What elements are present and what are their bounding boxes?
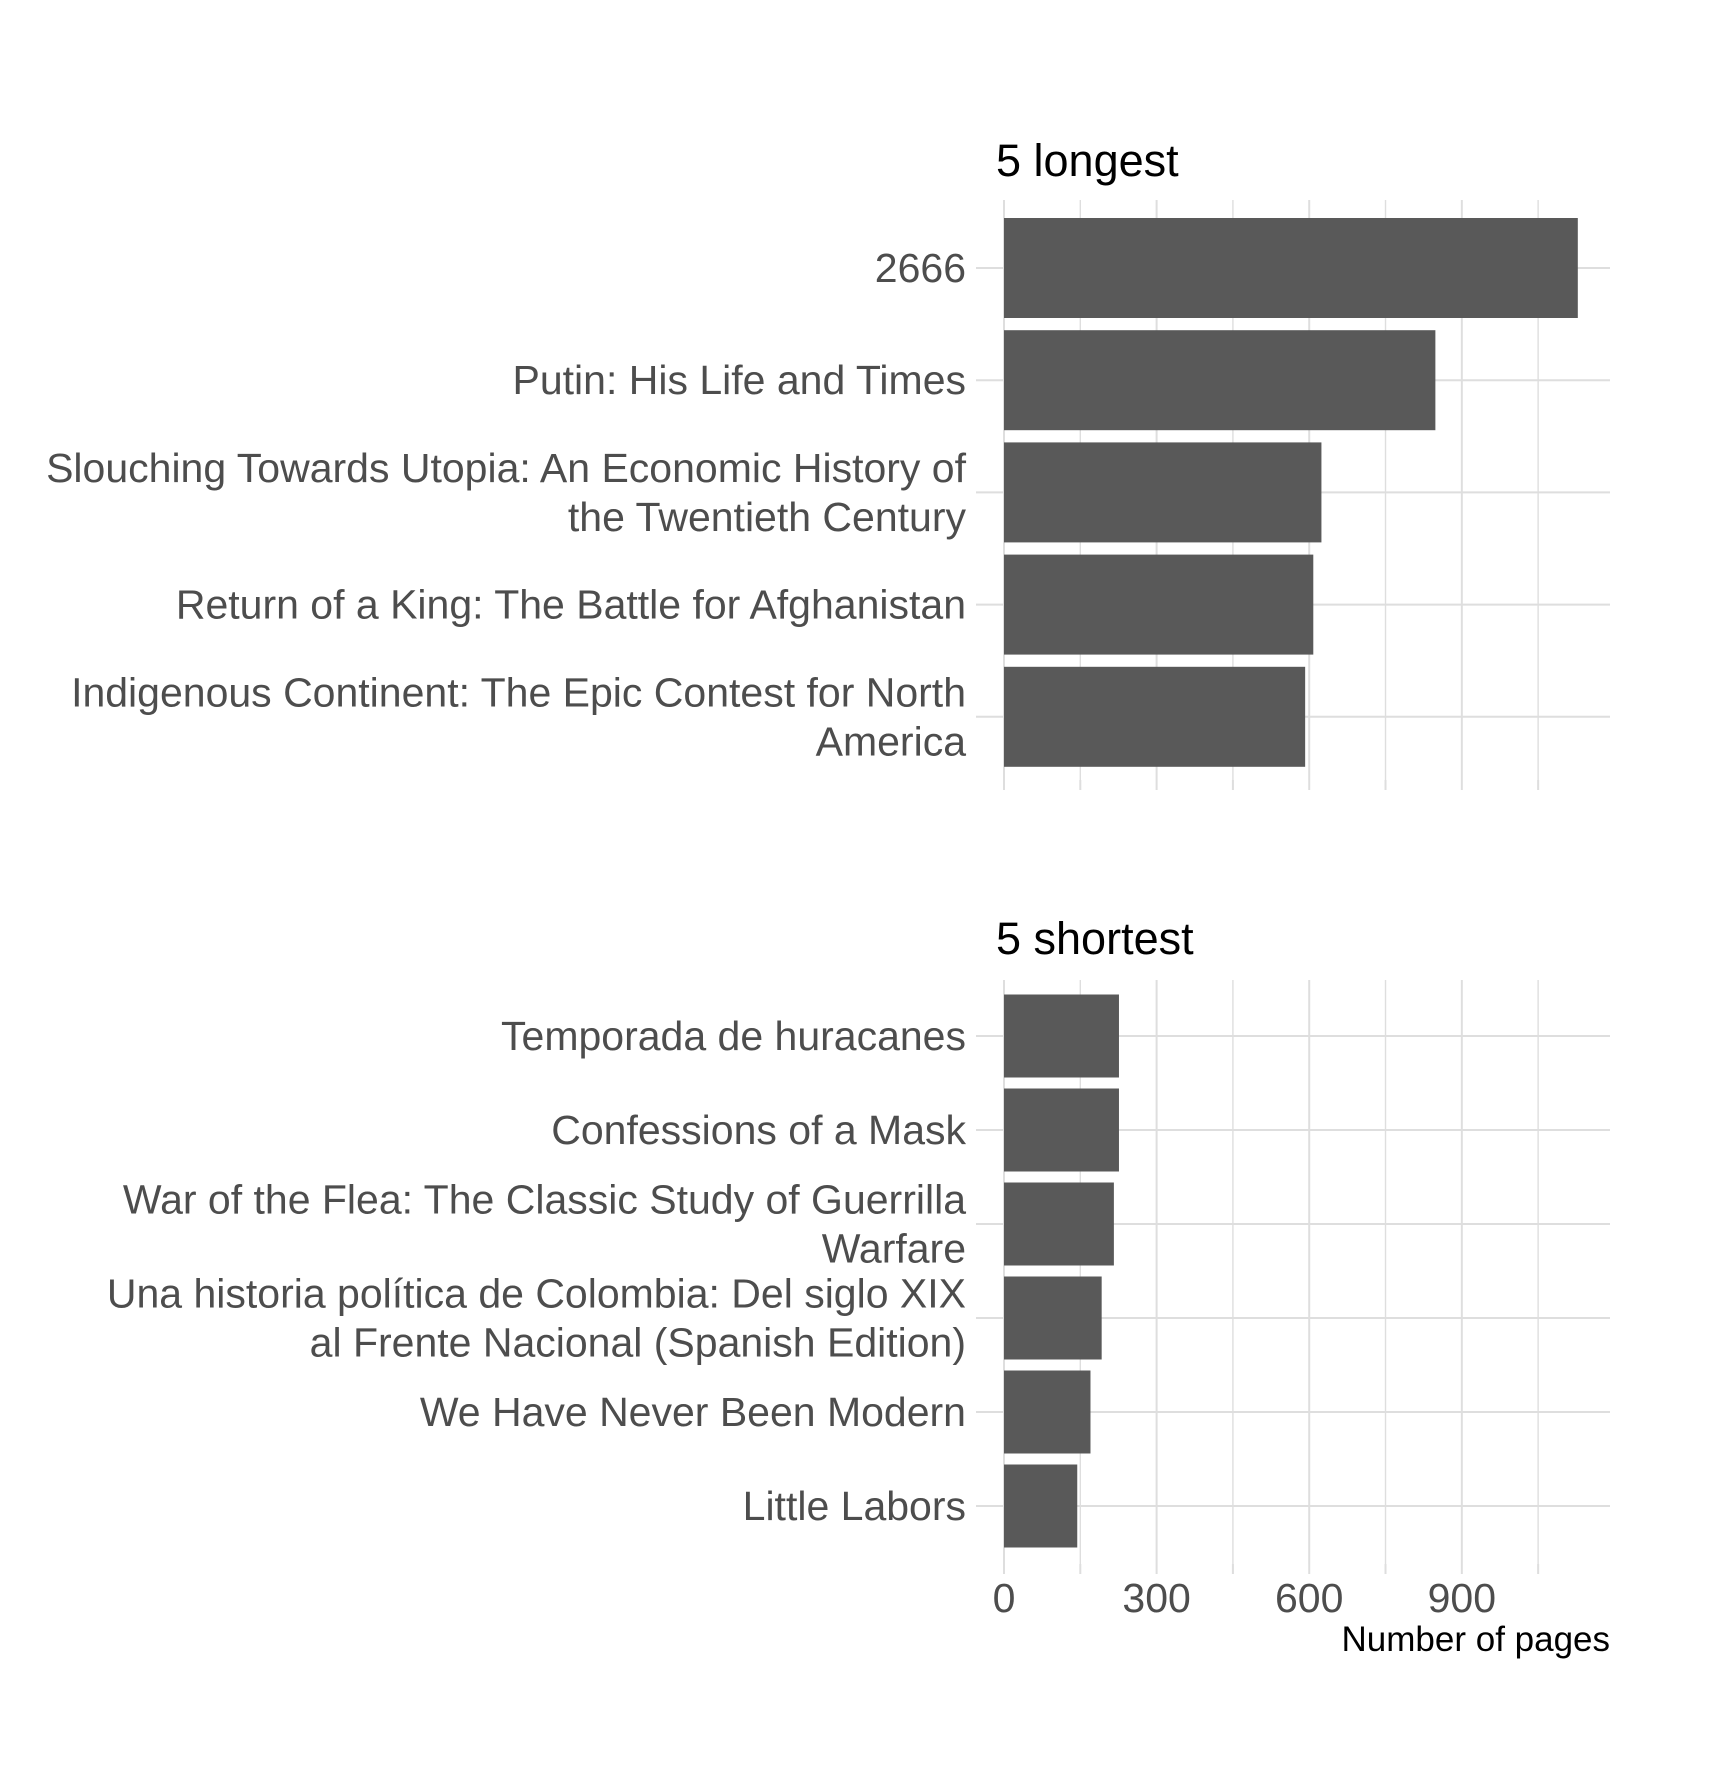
bar [1004,1182,1114,1266]
x-tick-label: 600 [1275,1575,1343,1621]
category-label: Putin: His Life and Times [513,357,966,403]
category-label: We Have Never Been Modern [420,1389,966,1435]
panel-title: 5 longest [996,135,1179,186]
bar [1004,554,1314,655]
category-label: 2666 [875,245,966,291]
x-axis-title: Number of pages [1342,1620,1610,1659]
category-labels: Temporada de huracanes Confessions of a M… [107,1013,967,1529]
panel-longest: 2666 Putin: His Life and Times Slouching T… [46,135,1610,790]
category-label: Return of a King: The Battle for Afghani… [176,582,966,628]
bar [1004,330,1436,431]
category-label: Slouching Towards Utopia: An Economic Hi… [46,445,967,491]
bar [1004,1088,1119,1172]
axis-ticks [976,267,1540,790]
bar [1004,1370,1091,1454]
category-label: Temporada de huracanes [501,1013,966,1059]
panel-shortest: Temporada de huracanes Confessions of a M… [107,913,1610,1659]
bars [1004,218,1578,767]
x-tick-label: 300 [1122,1575,1190,1621]
category-label: Confessions of a Mask [551,1107,966,1153]
category-label: War of the Flea: The Classic Study of Gu… [123,1177,966,1223]
bar [1004,1464,1078,1548]
bar [1004,1276,1102,1360]
category-label: Indigenous Continent: The Epic Contest f… [71,669,966,715]
bar [1004,994,1119,1078]
bar [1004,666,1306,767]
category-label: Una historia política de Colombia: Del s… [107,1271,966,1317]
bar [1004,218,1578,318]
bars [1004,994,1119,1548]
category-labels: 2666 Putin: His Life and Times Slouching T… [46,245,967,764]
category-label: America [816,718,967,764]
category-label: al Frente Nacional (Spanish Edition) [310,1320,966,1366]
panel-title: 5 shortest [996,913,1194,964]
category-label: Warfare [822,1226,966,1272]
x-tick-label: 0 [993,1575,1016,1621]
x-tick-labels: 0 300 600 900 [993,1575,1496,1621]
x-tick-label: 900 [1428,1575,1496,1621]
category-label: Little Labors [743,1483,966,1529]
axis-ticks [976,1035,1540,1574]
category-label: the Twentieth Century [568,494,967,540]
bar [1004,442,1322,543]
